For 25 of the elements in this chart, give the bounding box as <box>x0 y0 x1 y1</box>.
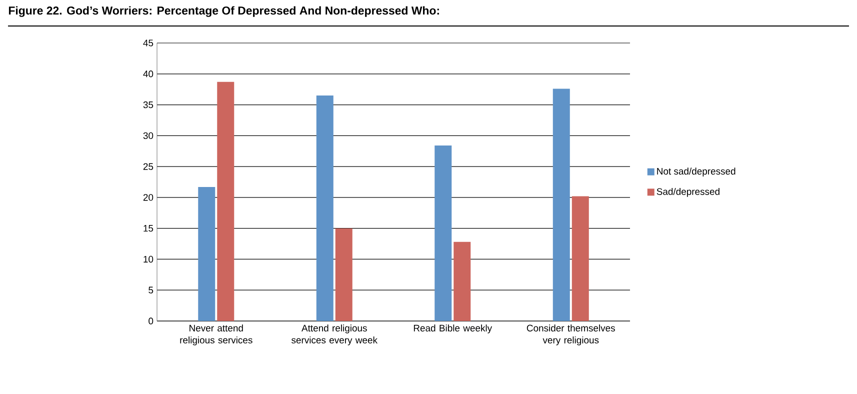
bar <box>335 228 352 321</box>
bar <box>434 146 452 321</box>
y-tick-label: 40 <box>143 70 154 78</box>
legend-label: Not sad/depressed <box>657 168 736 176</box>
y-tick-label: 10 <box>144 256 154 263</box>
bar <box>572 196 589 321</box>
bar <box>454 242 471 321</box>
bar <box>552 88 570 321</box>
bar <box>198 186 216 321</box>
x-tick-label: Attend religious services every week <box>292 324 378 346</box>
bar <box>316 96 334 321</box>
x-tick-label: Never attend religious services <box>180 324 252 346</box>
x-tick-label: Consider themselves very religious <box>526 324 615 346</box>
chart-title: Figure 22. God’s Worriers: Percentage Of Depressed And Non-depressed Who: <box>8 6 439 17</box>
y-tick-label: 15 <box>144 225 154 232</box>
legend-label: Sad/depressed <box>656 188 720 197</box>
y-tick-label: 20 <box>143 194 154 201</box>
y-tick-label: 0 <box>148 318 154 324</box>
x-tick-label: Read Bible weekly <box>414 324 492 334</box>
bar <box>217 82 234 321</box>
y-tick-label: 45 <box>143 40 154 46</box>
y-tick-label: 5 <box>148 286 154 294</box>
y-tick-label: 30 <box>143 132 154 140</box>
y-tick-label: 25 <box>143 163 154 170</box>
y-tick-label: 35 <box>143 101 154 108</box>
